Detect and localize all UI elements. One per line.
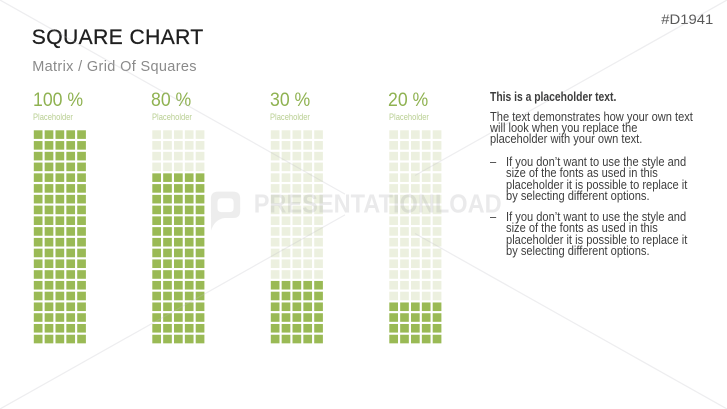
svg-text:PRESENTATIONLOAD: PRESENTATIONLOAD bbox=[254, 189, 502, 219]
